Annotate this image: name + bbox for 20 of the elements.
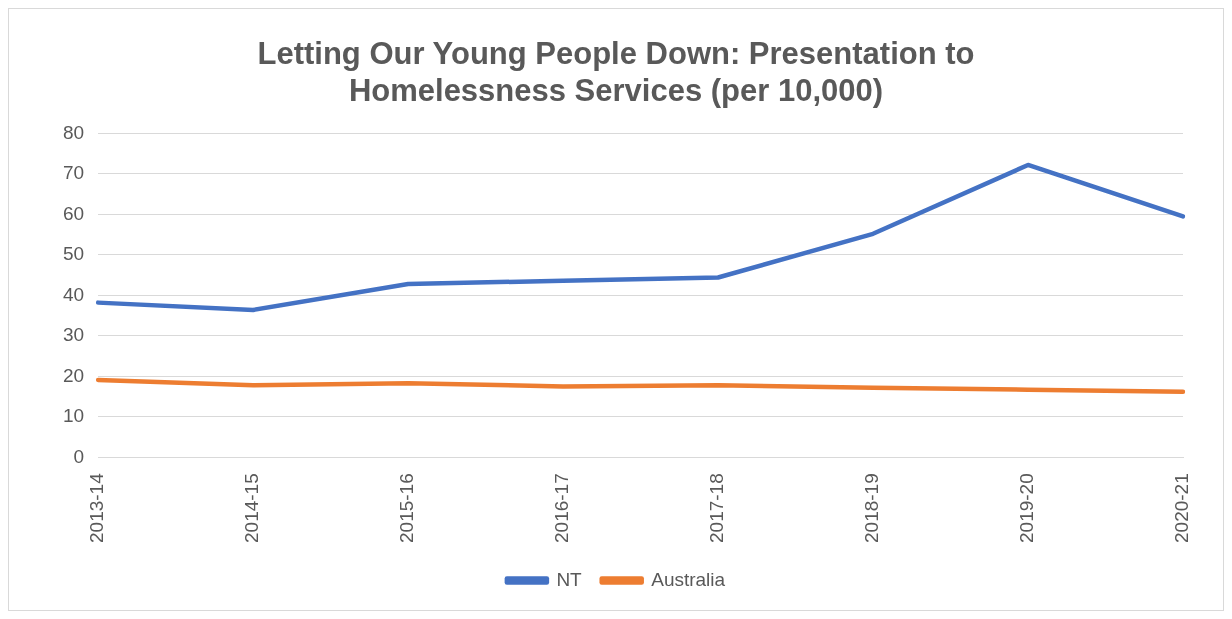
y-tick-label: 70 xyxy=(62,162,85,184)
y-tick-label: 20 xyxy=(62,364,85,386)
y-tick-label: 50 xyxy=(62,243,85,265)
x-tick-label: 2013-14 xyxy=(86,472,108,544)
x-tick-label: 2016-17 xyxy=(551,473,573,544)
y-tick-label: 0 xyxy=(73,445,85,467)
y-tick-label: 80 xyxy=(62,121,85,143)
y-tick-label: 40 xyxy=(62,283,85,305)
chart-title: Letting Our Young People Down: Presentation to Homelessness Services (per 10,000) xyxy=(257,36,975,109)
x-tick-label: 2015-16 xyxy=(396,473,418,544)
x-tick-label: 2014-15 xyxy=(241,473,263,544)
y-tick-label: 60 xyxy=(62,202,85,224)
x-tick-label: 2018-19 xyxy=(861,473,883,544)
x-tick-label: 2019-20 xyxy=(1016,473,1038,544)
y-tick-label: 10 xyxy=(62,405,85,427)
legend-label: Australia xyxy=(651,568,726,590)
y-tick-label: 30 xyxy=(62,324,85,346)
legend-label: NT xyxy=(556,568,583,590)
x-tick-label: 2020-21 xyxy=(1171,473,1193,544)
x-tick-label: 2017-18 xyxy=(706,473,728,544)
